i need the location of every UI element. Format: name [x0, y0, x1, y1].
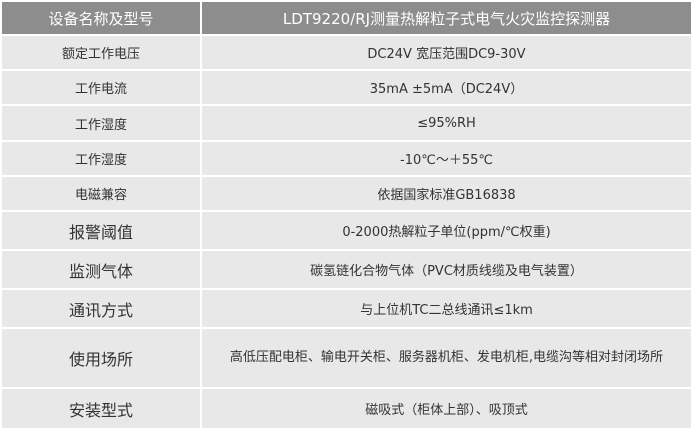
- row-label: 工作湿度: [0, 104, 202, 142]
- row-value: 与上位机TC二总线通讯≤1km: [200, 288, 693, 329]
- row-value: 碳氢链化合物气体（PVC材质线缆及电气装置）: [200, 249, 693, 290]
- row-label: 通讯方式: [0, 288, 202, 329]
- row-value: 依据国家标准GB16838: [200, 175, 693, 212]
- row-label: 监测气体: [0, 249, 202, 290]
- table-row: 监测气体 碳氢链化合物气体（PVC材质线缆及电气装置）: [0, 249, 693, 290]
- table-row: 电磁兼容 依据国家标准GB16838: [0, 175, 693, 212]
- table-row: 额定工作电压 DC24V 宽压范围DC9-30V: [0, 34, 693, 71]
- table-row: 工作湿度 -10℃～＋55℃: [0, 140, 693, 177]
- table-row: 工作电流 35mA ±5mA（DC24V）: [0, 69, 693, 106]
- row-value: 高低压配电柜、输电开关柜、服务器机柜、发电机柜,电缆沟等相对封闭场所: [200, 327, 693, 389]
- row-value: 35mA ±5mA（DC24V）: [200, 69, 693, 106]
- row-label: 使用场所: [0, 327, 202, 389]
- header-label: 设备名称及型号: [0, 0, 202, 36]
- row-label: 工作湿度: [0, 140, 202, 177]
- row-value: DC24V 宽压范围DC9-30V: [200, 34, 693, 71]
- table-row: 工作湿度 ≤95%RH: [0, 104, 693, 142]
- table-header-row: 设备名称及型号 LDT9220/RJ测量热解粒子式电气火灾监控探测器: [0, 0, 693, 36]
- table-row: 使用场所 高低压配电柜、输电开关柜、服务器机柜、发电机柜,电缆沟等相对封闭场所: [0, 327, 693, 389]
- table-row: 通讯方式 与上位机TC二总线通讯≤1km: [0, 288, 693, 329]
- table-row: 报警阈值 0-2000热解粒子单位(ppm/℃权重): [0, 210, 693, 251]
- row-label: 工作电流: [0, 69, 202, 106]
- header-value: LDT9220/RJ测量热解粒子式电气火灾监控探测器: [200, 0, 693, 36]
- row-value: -10℃～＋55℃: [200, 140, 693, 177]
- row-value: ≤95%RH: [200, 104, 693, 142]
- table-row: 安装型式 磁吸式（柜体上部）、吸顶式: [0, 387, 693, 430]
- row-label: 报警阈值: [0, 210, 202, 251]
- row-label: 安装型式: [0, 387, 202, 430]
- row-value: 磁吸式（柜体上部）、吸顶式: [200, 387, 693, 430]
- row-label: 额定工作电压: [0, 34, 202, 71]
- row-value: 0-2000热解粒子单位(ppm/℃权重): [200, 210, 693, 251]
- row-label: 电磁兼容: [0, 175, 202, 212]
